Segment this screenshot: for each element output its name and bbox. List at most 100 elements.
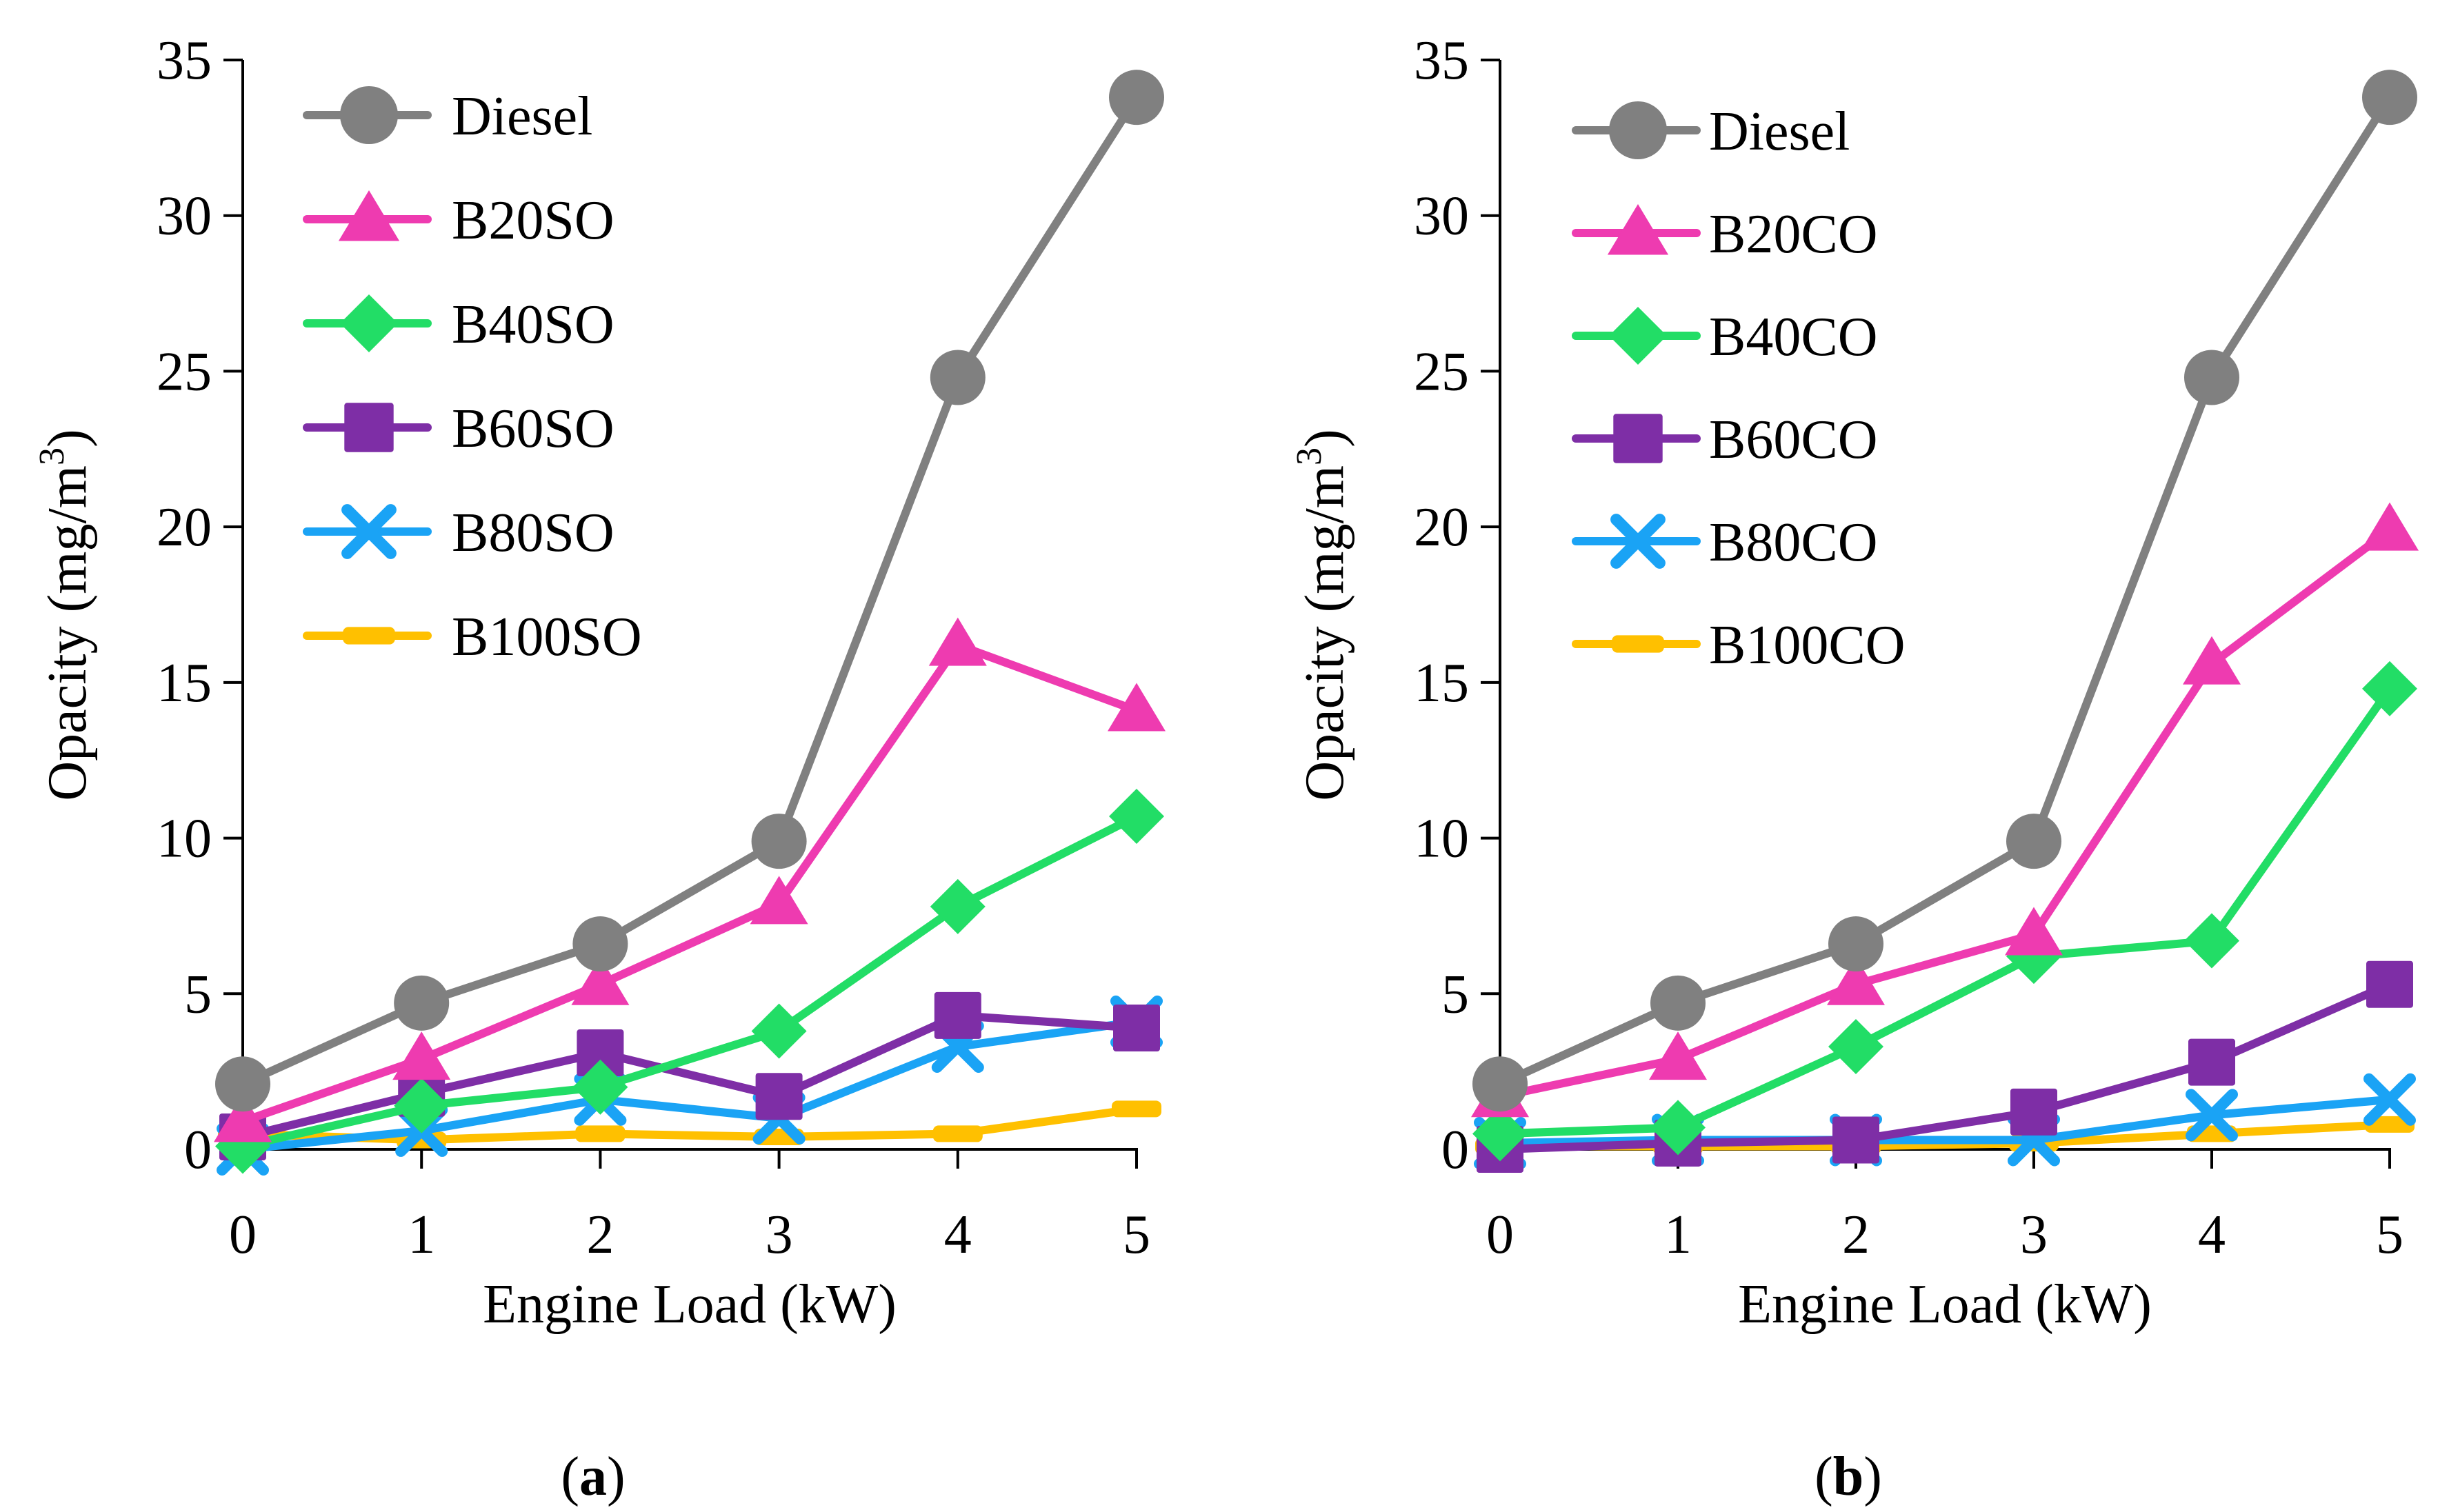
legend-marker xyxy=(1613,414,1663,463)
legend-item: Diesel xyxy=(1572,101,1850,162)
y-tick-label: 25 xyxy=(1414,341,1469,402)
data-point xyxy=(2184,350,2239,405)
legend-label: B20SO xyxy=(452,190,614,251)
data-point xyxy=(2006,814,2061,869)
chart-panel-b: 0 5 10 15 20 25 30 35 0 1 2 3 4 5 Engine Load (kW) Opac… xyxy=(1290,30,2419,1507)
legend-label: Diesel xyxy=(1709,101,1850,162)
legend-item: B20CO xyxy=(1572,204,1878,265)
legend-marker xyxy=(340,294,398,352)
series-B80CO xyxy=(1474,1073,2416,1169)
series-group xyxy=(214,70,1166,1176)
data-point xyxy=(2186,1089,2238,1142)
data-point xyxy=(930,878,986,934)
legend-marker xyxy=(338,190,400,241)
legend-label: B60CO xyxy=(1709,410,1878,470)
series-line xyxy=(1496,1095,2394,1147)
data-point xyxy=(2188,1038,2235,1086)
legend-label: B60SO xyxy=(452,399,614,459)
legend-item: B40SO xyxy=(303,294,614,355)
data-point xyxy=(930,350,986,405)
data-point xyxy=(1109,70,1164,125)
y-tick-label: 20 xyxy=(157,497,212,558)
data-point xyxy=(1832,1116,1879,1164)
y-tick-label: 0 xyxy=(1441,1120,1469,1180)
data-point xyxy=(215,1056,270,1112)
legend-item: B80SO xyxy=(303,503,614,563)
data-point xyxy=(1827,956,1885,1005)
y-tick-label: 20 xyxy=(1414,497,1469,558)
x-tick-label: 5 xyxy=(2376,1204,2403,1265)
y-tick-label: 15 xyxy=(157,653,212,714)
data-point xyxy=(932,1125,983,1142)
data-point xyxy=(575,1125,626,1142)
data-point xyxy=(750,876,808,925)
series-line xyxy=(239,641,1141,1126)
data-point xyxy=(2362,70,2417,125)
series-B40CO xyxy=(1472,661,2417,1162)
legend-item: B40CO xyxy=(1572,307,1878,367)
legend-marker xyxy=(1610,514,1666,569)
data-point xyxy=(1828,1019,1883,1075)
data-point xyxy=(1650,975,1706,1031)
series-line xyxy=(239,93,1141,1089)
series-Diesel xyxy=(215,70,1164,1112)
data-point xyxy=(1650,1100,1706,1156)
y-tick-label: 25 xyxy=(157,341,212,402)
series-Diesel xyxy=(1472,70,2417,1112)
x-tick-label: 4 xyxy=(944,1204,972,1265)
series-line xyxy=(1496,684,2394,1138)
legend-label: Diesel xyxy=(452,86,592,147)
data-point xyxy=(2361,502,2419,551)
series-B40SO xyxy=(215,788,1164,1174)
data-point xyxy=(394,1078,450,1133)
y-tick-label: 15 xyxy=(1414,653,1469,714)
data-point xyxy=(751,814,807,869)
legend-label: B20CO xyxy=(1709,204,1878,265)
data-point xyxy=(394,975,450,1031)
y-tick-label: 10 xyxy=(1414,809,1469,869)
legend-label: B40CO xyxy=(1709,307,1878,367)
data-point xyxy=(572,1059,628,1115)
legend-item: B100CO xyxy=(1572,615,1906,676)
y-tick-label: 30 xyxy=(1414,186,1469,247)
data-point xyxy=(2005,907,2063,956)
legend-marker xyxy=(1612,635,1664,653)
y-axis-title: Opacity (mg/m3) xyxy=(32,429,98,800)
x-tick-label: 0 xyxy=(1486,1204,1514,1265)
data-point xyxy=(934,991,981,1039)
legend-item: Diesel xyxy=(303,86,592,147)
x-tick-label: 3 xyxy=(766,1204,793,1265)
legend-marker xyxy=(340,86,398,144)
x-tick-label: 3 xyxy=(2020,1204,2048,1265)
x-tick-label: 1 xyxy=(1664,1204,1692,1265)
y-tick-label: 0 xyxy=(184,1120,212,1180)
legend-label: B100SO xyxy=(452,607,642,667)
series-line xyxy=(1496,93,2394,1089)
x-tick-label: 0 xyxy=(229,1204,257,1265)
y-axis-title: Opacity (mg/m3) xyxy=(1290,429,1355,800)
x-tick-label: 1 xyxy=(408,1204,435,1265)
data-point xyxy=(751,1003,807,1059)
y-tick-label: 10 xyxy=(157,809,212,869)
data-point xyxy=(755,1073,803,1120)
x-tick-label: 2 xyxy=(586,1204,614,1265)
series-line xyxy=(239,812,1141,1151)
series-line xyxy=(239,1011,1141,1141)
data-point xyxy=(1108,683,1166,732)
data-point xyxy=(2366,960,2413,1008)
data-point xyxy=(2183,636,2241,685)
data-point xyxy=(2184,913,2239,969)
data-point xyxy=(1113,1004,1160,1051)
legend-marker xyxy=(1607,204,1669,255)
data-point xyxy=(1472,1106,1528,1162)
y-tick-label: 35 xyxy=(157,30,212,91)
data-point xyxy=(392,1031,451,1080)
y-tick-label: 5 xyxy=(1441,964,1469,1025)
series-B20CO xyxy=(1471,502,2419,1118)
y-tick-label: 5 xyxy=(184,964,212,1025)
series-line xyxy=(239,1017,1141,1153)
data-point xyxy=(1472,1056,1528,1112)
data-point xyxy=(572,916,628,972)
legend-marker xyxy=(1609,307,1667,365)
